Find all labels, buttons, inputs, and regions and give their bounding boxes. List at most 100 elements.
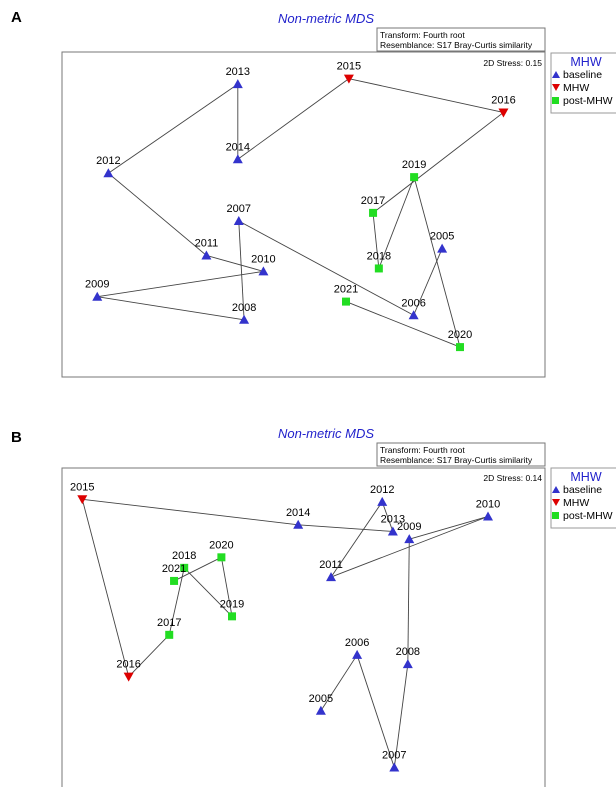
panel-a-point-2017: [369, 208, 378, 217]
panel-b-point-2018: [180, 563, 189, 572]
panel-b-segment-2019-2020: [220, 557, 233, 617]
panel-a-legend-mhw-icon: [552, 84, 560, 91]
panel-b: B Non-metric MDS Transform: Fourth root …: [11, 426, 616, 787]
panel-b-segment-2017-2018: [168, 567, 185, 635]
panel-a-legend-baseline-label: baseline: [563, 69, 602, 81]
panel-a-label-2018: 2018: [367, 250, 391, 262]
panel-b-label-2013: 2013: [381, 513, 405, 525]
panel-b-label-2021: 2021: [162, 563, 186, 575]
panel-a-resemblance: Resemblance: S17 Bray-Curtis similarity: [380, 40, 533, 50]
panel-a-segment-2009-2010: [97, 270, 264, 298]
panel-b-info-box: [376, 442, 546, 467]
panel-a-label-2011: 2011: [195, 237, 219, 249]
panel-b-point-2011: [326, 572, 337, 582]
panel-b-legend-post-mhw-icon: [552, 512, 559, 519]
panel-b-resemblance: Resemblance: S17 Bray-Curtis similarity: [380, 455, 533, 465]
panel-a-segment-2020-2021: [345, 301, 461, 348]
panel-b-segment-2008-2009: [407, 539, 410, 665]
panel-b-segment-2014-2015: [82, 498, 299, 526]
panel-b-point-2020: [217, 553, 226, 562]
panel-b-legend-box: [550, 467, 616, 529]
panel-a-segment-2018-2019: [378, 176, 415, 269]
panel-b-label-2016: 2016: [116, 659, 140, 671]
panel-b-point-2009: [404, 534, 415, 544]
panel-b-segment-2020-2021: [173, 556, 222, 582]
panel-a-label-2014: 2014: [226, 141, 250, 153]
panel-b-label-2008: 2008: [396, 646, 420, 658]
panel-b-segment-2005-2006: [320, 654, 358, 712]
panel-a-point-2013: [232, 79, 243, 89]
panel-a-trajectory: [97, 78, 504, 348]
panel-a-point-2009: [92, 291, 103, 301]
panel-b-segment-2006-2007: [356, 654, 395, 768]
panel-a-stress: 2D Stress: 0.15: [483, 58, 542, 68]
panel-b-point-2015: [77, 495, 88, 505]
panel-a-point-2008: [239, 314, 250, 324]
panel-b-title: Non-metric MDS: [278, 426, 374, 441]
panel-a-point-2011: [201, 250, 212, 260]
panel-a-point-2016: [498, 108, 509, 118]
panel-b-segment-2016-2017: [128, 634, 170, 677]
panel-a-segment-2007-2008: [238, 220, 245, 320]
panel-a-segment-2015-2016: [348, 78, 504, 113]
panel-a-letter: A: [11, 9, 22, 26]
panel-b-segment-2013-2014: [298, 524, 393, 532]
panel-b-segment-2015-2016: [81, 499, 130, 677]
panel-a-point-2018: [374, 264, 383, 273]
panel-a-label-2017: 2017: [361, 195, 385, 207]
panel-b-label-2017: 2017: [157, 617, 181, 629]
panel-b-point-2013: [387, 526, 398, 536]
panel-b-label-2019: 2019: [220, 598, 244, 610]
panel-b-legend-mhw-label: MHW: [563, 497, 589, 509]
panel-a-plot-frame: [61, 51, 546, 378]
panel-a-legend-title: MHW: [570, 55, 601, 69]
panel-b-segment-2018-2019: [183, 567, 233, 617]
panel-b-label-2015: 2015: [70, 481, 94, 493]
panel-a: A Non-metric MDS Transform: Fourth root …: [11, 9, 616, 378]
panel-a-legend-post-mhw-icon: [552, 97, 559, 104]
panel-b-label-2009: 2009: [397, 521, 421, 533]
panel-a-segment-2005-2006: [413, 248, 443, 316]
panel-a-label-2007: 2007: [227, 203, 251, 215]
panel-a-transform: Transform: Fourth root: [380, 30, 465, 40]
panel-b-label-2012: 2012: [370, 484, 394, 496]
panel-a-point-2014: [232, 154, 243, 164]
panel-a-legend-box: [550, 52, 616, 114]
panel-a-point-2015: [343, 74, 354, 84]
panel-a-points: 2005 2006 2007 2008 2009 2010 2011 2012 2013 2014…: [85, 61, 516, 352]
panel-a-segment-2008-2009: [97, 296, 245, 321]
panel-a-segment-2010-2011: [206, 255, 264, 272]
panel-b-segment-2010-2011: [330, 516, 489, 578]
panel-b-point-2014: [293, 519, 304, 529]
panel-b-point-2016: [123, 672, 134, 682]
panel-b-label-2006: 2006: [345, 637, 369, 649]
panel-b-point-2005: [315, 705, 326, 715]
panel-b-trajectory: [81, 498, 489, 768]
panel-a-label-2016: 2016: [491, 94, 515, 106]
panel-a-label-2006: 2006: [401, 297, 425, 309]
panel-a-label-2005: 2005: [430, 231, 454, 243]
panel-b-point-2017: [165, 630, 174, 639]
panel-b-letter: B: [11, 429, 22, 446]
panel-a-segment-2017-2018: [372, 212, 380, 269]
panel-a-point-2021: [342, 297, 351, 306]
panel-b-legend-title: MHW: [570, 470, 601, 484]
panel-b-segment-2009-2010: [409, 516, 489, 540]
panel-b-legend-mhw-icon: [552, 499, 560, 506]
panel-a-segment-2006-2007: [238, 220, 414, 316]
panel-a-label-2010: 2010: [251, 253, 275, 265]
panel-b-legend-post-mhw-label: post-MHW: [563, 510, 613, 522]
panel-b-point-2021: [170, 576, 179, 585]
panel-a-label-2019: 2019: [402, 159, 426, 171]
panel-b-segment-2012-2013: [381, 501, 394, 532]
panel-a-segment-2012-2013: [108, 83, 239, 174]
panel-a-point-2006: [408, 310, 419, 320]
panel-b-stress: 2D Stress: 0.14: [483, 473, 542, 483]
panel-a-info-box: [376, 27, 546, 52]
panel-a-legend-mhw-label: MHW: [563, 82, 589, 94]
panel-a-point-2020: [455, 343, 464, 352]
panel-b-label-2005: 2005: [309, 693, 333, 705]
panel-b-legend-baseline-icon: [552, 486, 560, 493]
panel-a-label-2020: 2020: [448, 329, 472, 341]
